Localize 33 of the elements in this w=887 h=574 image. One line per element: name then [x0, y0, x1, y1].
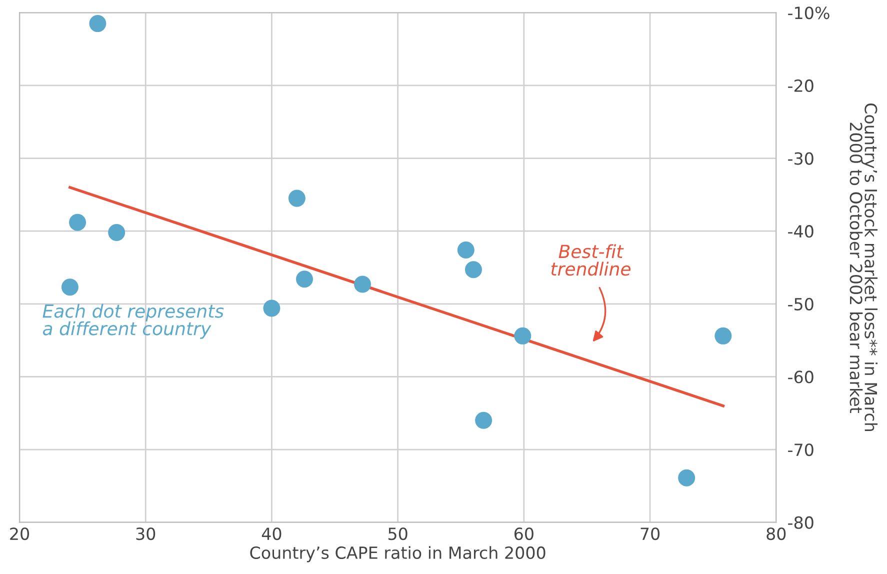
y-axis-title: Country’s Istock market loss** in March 2000 to October 2002 bear market	[850, 104, 878, 431]
point	[61, 278, 78, 296]
x-tick-label: 60	[514, 527, 534, 540]
y-tick-label: -10%	[788, 6, 830, 20]
point	[678, 469, 696, 486]
point	[296, 270, 314, 288]
point	[354, 276, 372, 293]
point	[263, 300, 280, 317]
y-tick-label: -70	[788, 443, 814, 456]
y-tick-label: -60	[788, 370, 814, 384]
x-tick-label: 30	[136, 527, 156, 540]
point	[89, 15, 106, 32]
point	[108, 224, 126, 242]
annotation: Best-fit trendline	[551, 244, 631, 276]
point	[714, 327, 732, 344]
point	[514, 327, 532, 344]
point	[69, 214, 86, 231]
y-tick-label: -20	[788, 79, 814, 92]
x-axis-title: Country’s CAPE ratio in March 2000	[250, 546, 546, 562]
annotation: Each dot represents a different country	[42, 304, 224, 339]
y-tick-label: -50	[788, 298, 814, 310]
point	[464, 261, 482, 278]
y-tick-label: -80	[788, 516, 814, 529]
x-tick-label: 50	[388, 527, 408, 540]
point	[457, 242, 474, 259]
x-tick-label: 20	[10, 527, 30, 540]
x-tick-label: 40	[262, 527, 282, 540]
point	[288, 190, 306, 207]
x-tick-label: 80	[766, 527, 786, 540]
x-tick-label: 70	[640, 527, 660, 540]
point	[475, 412, 492, 429]
y-tick-label: -40	[788, 225, 814, 238]
y-tick-label: -30	[788, 152, 814, 165]
